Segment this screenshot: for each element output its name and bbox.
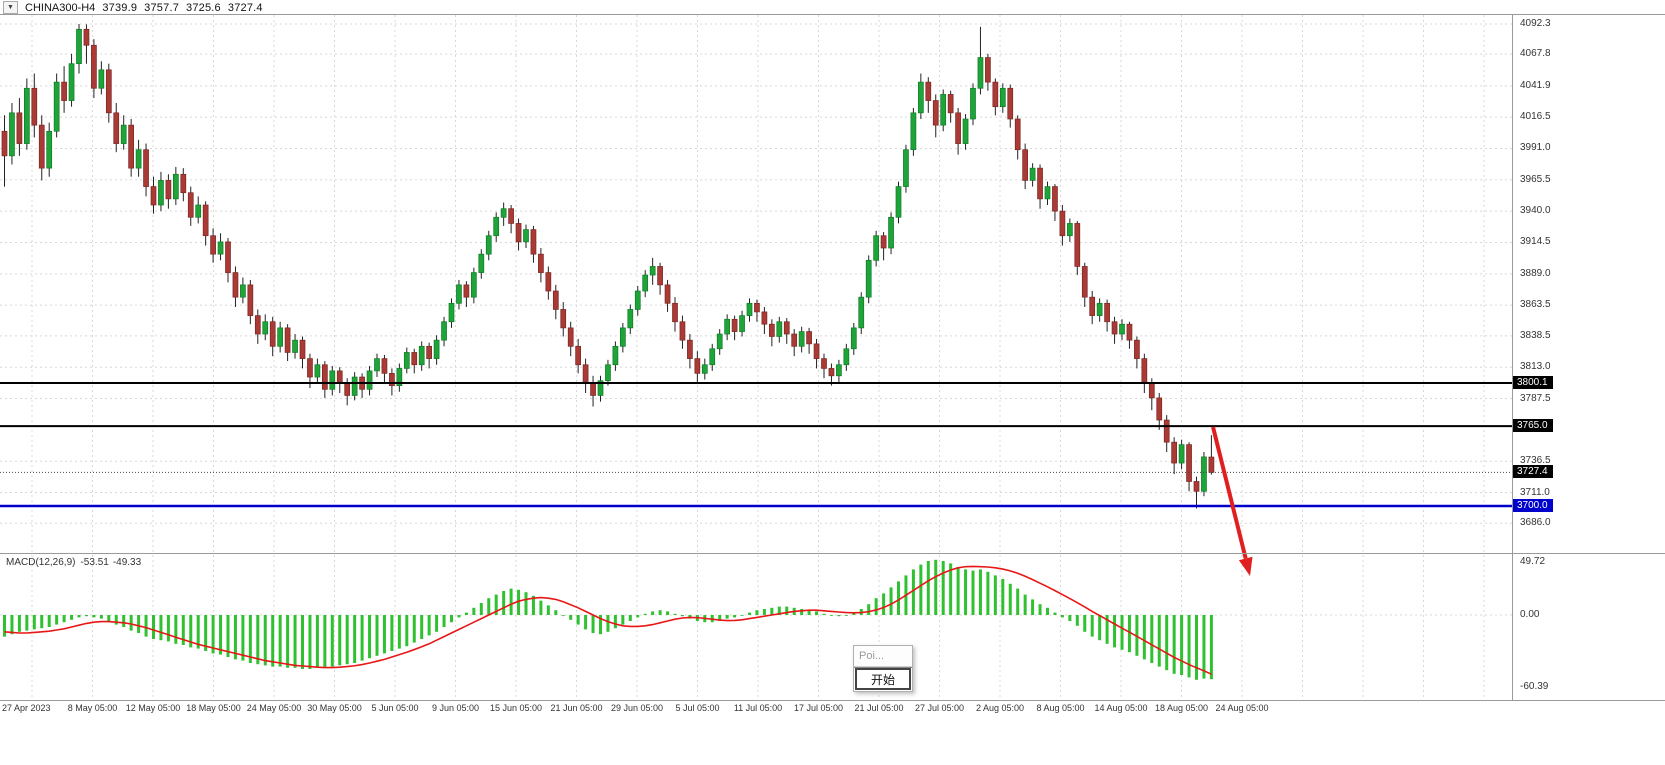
price-axis-label: 3787.5 [1520, 392, 1551, 404]
grid [0, 15, 1512, 700]
ohlc-open: 3739.9 [102, 1, 138, 14]
price-axis-label: 3889.0 [1520, 267, 1551, 279]
macd-indicator [3, 559, 1213, 680]
price-axis-label: 3914.5 [1520, 236, 1551, 248]
time-axis-label: 14 Aug 05:00 [1094, 703, 1148, 713]
price-axis-label: 4092.3 [1520, 18, 1551, 29]
time-axis-label: 5 Jul 05:00 [675, 703, 720, 713]
popup-start-button[interactable]: 开始 [854, 667, 912, 691]
macd-scale-top-label: 49.72 [1520, 556, 1546, 567]
ohlc-low: 3725.6 [186, 1, 221, 14]
time-axis-label: 18 Aug 05:00 [1154, 703, 1209, 713]
price-axis-label: 3711.0 [1520, 486, 1550, 498]
time-axis-label: 24 Aug 05:00 [1215, 703, 1269, 713]
time-axis-label: 29 Jun 05:00 [610, 703, 664, 713]
price-axis-label: 4016.5 [1520, 111, 1551, 123]
symbol-dropdown-icon[interactable]: ▼ [3, 1, 18, 14]
time-axis-label: 12 May 05:00 [125, 703, 181, 713]
time-axis-label: 24 May 05:00 [246, 703, 302, 713]
price-axis-label: 3813.0 [1520, 361, 1551, 373]
time-axis-label: 8 Aug 05:00 [1036, 703, 1085, 713]
time-axis-label: 21 Jul 05:00 [854, 703, 904, 713]
price-badge: 3700.0 [1513, 499, 1553, 513]
time-axis-label: 15 Jun 05:00 [489, 703, 543, 713]
macd-value: -53.51 [80, 557, 109, 568]
macd-scale-zero-label: 0.00 [1520, 609, 1540, 620]
price-axis-label: 4041.9 [1520, 79, 1551, 91]
price-axis-label: 3736.5 [1520, 455, 1551, 467]
price-badge: 3800.1 [1513, 376, 1553, 390]
price-axis-label: 3838.5 [1520, 329, 1551, 341]
time-axis-label: 27 Apr 2023 [2, 703, 51, 713]
time-axis-label: 30 May 05:00 [307, 703, 362, 713]
symbol-name: CHINA300-H4 [25, 1, 96, 14]
time-axis-label: 21 Jun 05:00 [550, 703, 603, 713]
macd-indicator-title: MACD(12,26,9) -53.51 -49.33 [6, 557, 141, 568]
trend-arrow [1211, 426, 1253, 576]
time-axis-label: 8 May 05:00 [67, 703, 118, 713]
price-axis-label: 3940.0 [1520, 205, 1551, 217]
macd-name: MACD(12,26,9) [6, 557, 76, 568]
time-axis-label: 2 Aug 05:00 [975, 703, 1025, 713]
price-axis-label: 4067.8 [1520, 48, 1551, 60]
time-axis-label: 18 May 05:00 [186, 703, 241, 713]
time-axis-label: 17 Jul 05:00 [793, 703, 844, 713]
candles [1, 24, 1215, 509]
popup-window[interactable]: Poi... 开始 [853, 645, 913, 692]
panel-frame [0, 14, 1665, 701]
horizontal-level-lines [0, 382, 1512, 508]
time-axis-label: 11 Jul 05:00 [733, 703, 783, 713]
price-axis-label: 3991.0 [1520, 142, 1551, 154]
price-axis-label: 3965.5 [1520, 173, 1551, 185]
symbol-info-bar: ▼ CHINA300-H4 3739.9 3757.7 3725.6 3727.… [3, 1, 263, 14]
ohlc-high: 3757.7 [144, 1, 180, 14]
macd-signal-value: -49.33 [112, 557, 142, 568]
macd-scale-bottom-label: -60.39 [1520, 681, 1549, 692]
ohlc-close: 3727.4 [227, 1, 263, 14]
popup-title: Poi... [854, 646, 912, 667]
time-axis-label: 5 Jun 05:00 [371, 703, 419, 713]
time-axis-label: 27 Jul 05:00 [914, 703, 965, 713]
time-axis-label: 9 Jun 05:00 [431, 703, 480, 713]
price-badge: 3765.0 [1513, 419, 1553, 433]
price-axis-label: 3863.5 [1520, 299, 1551, 311]
price-axis-label: 3686.0 [1520, 517, 1551, 529]
price-badge: 3727.4 [1513, 465, 1553, 479]
